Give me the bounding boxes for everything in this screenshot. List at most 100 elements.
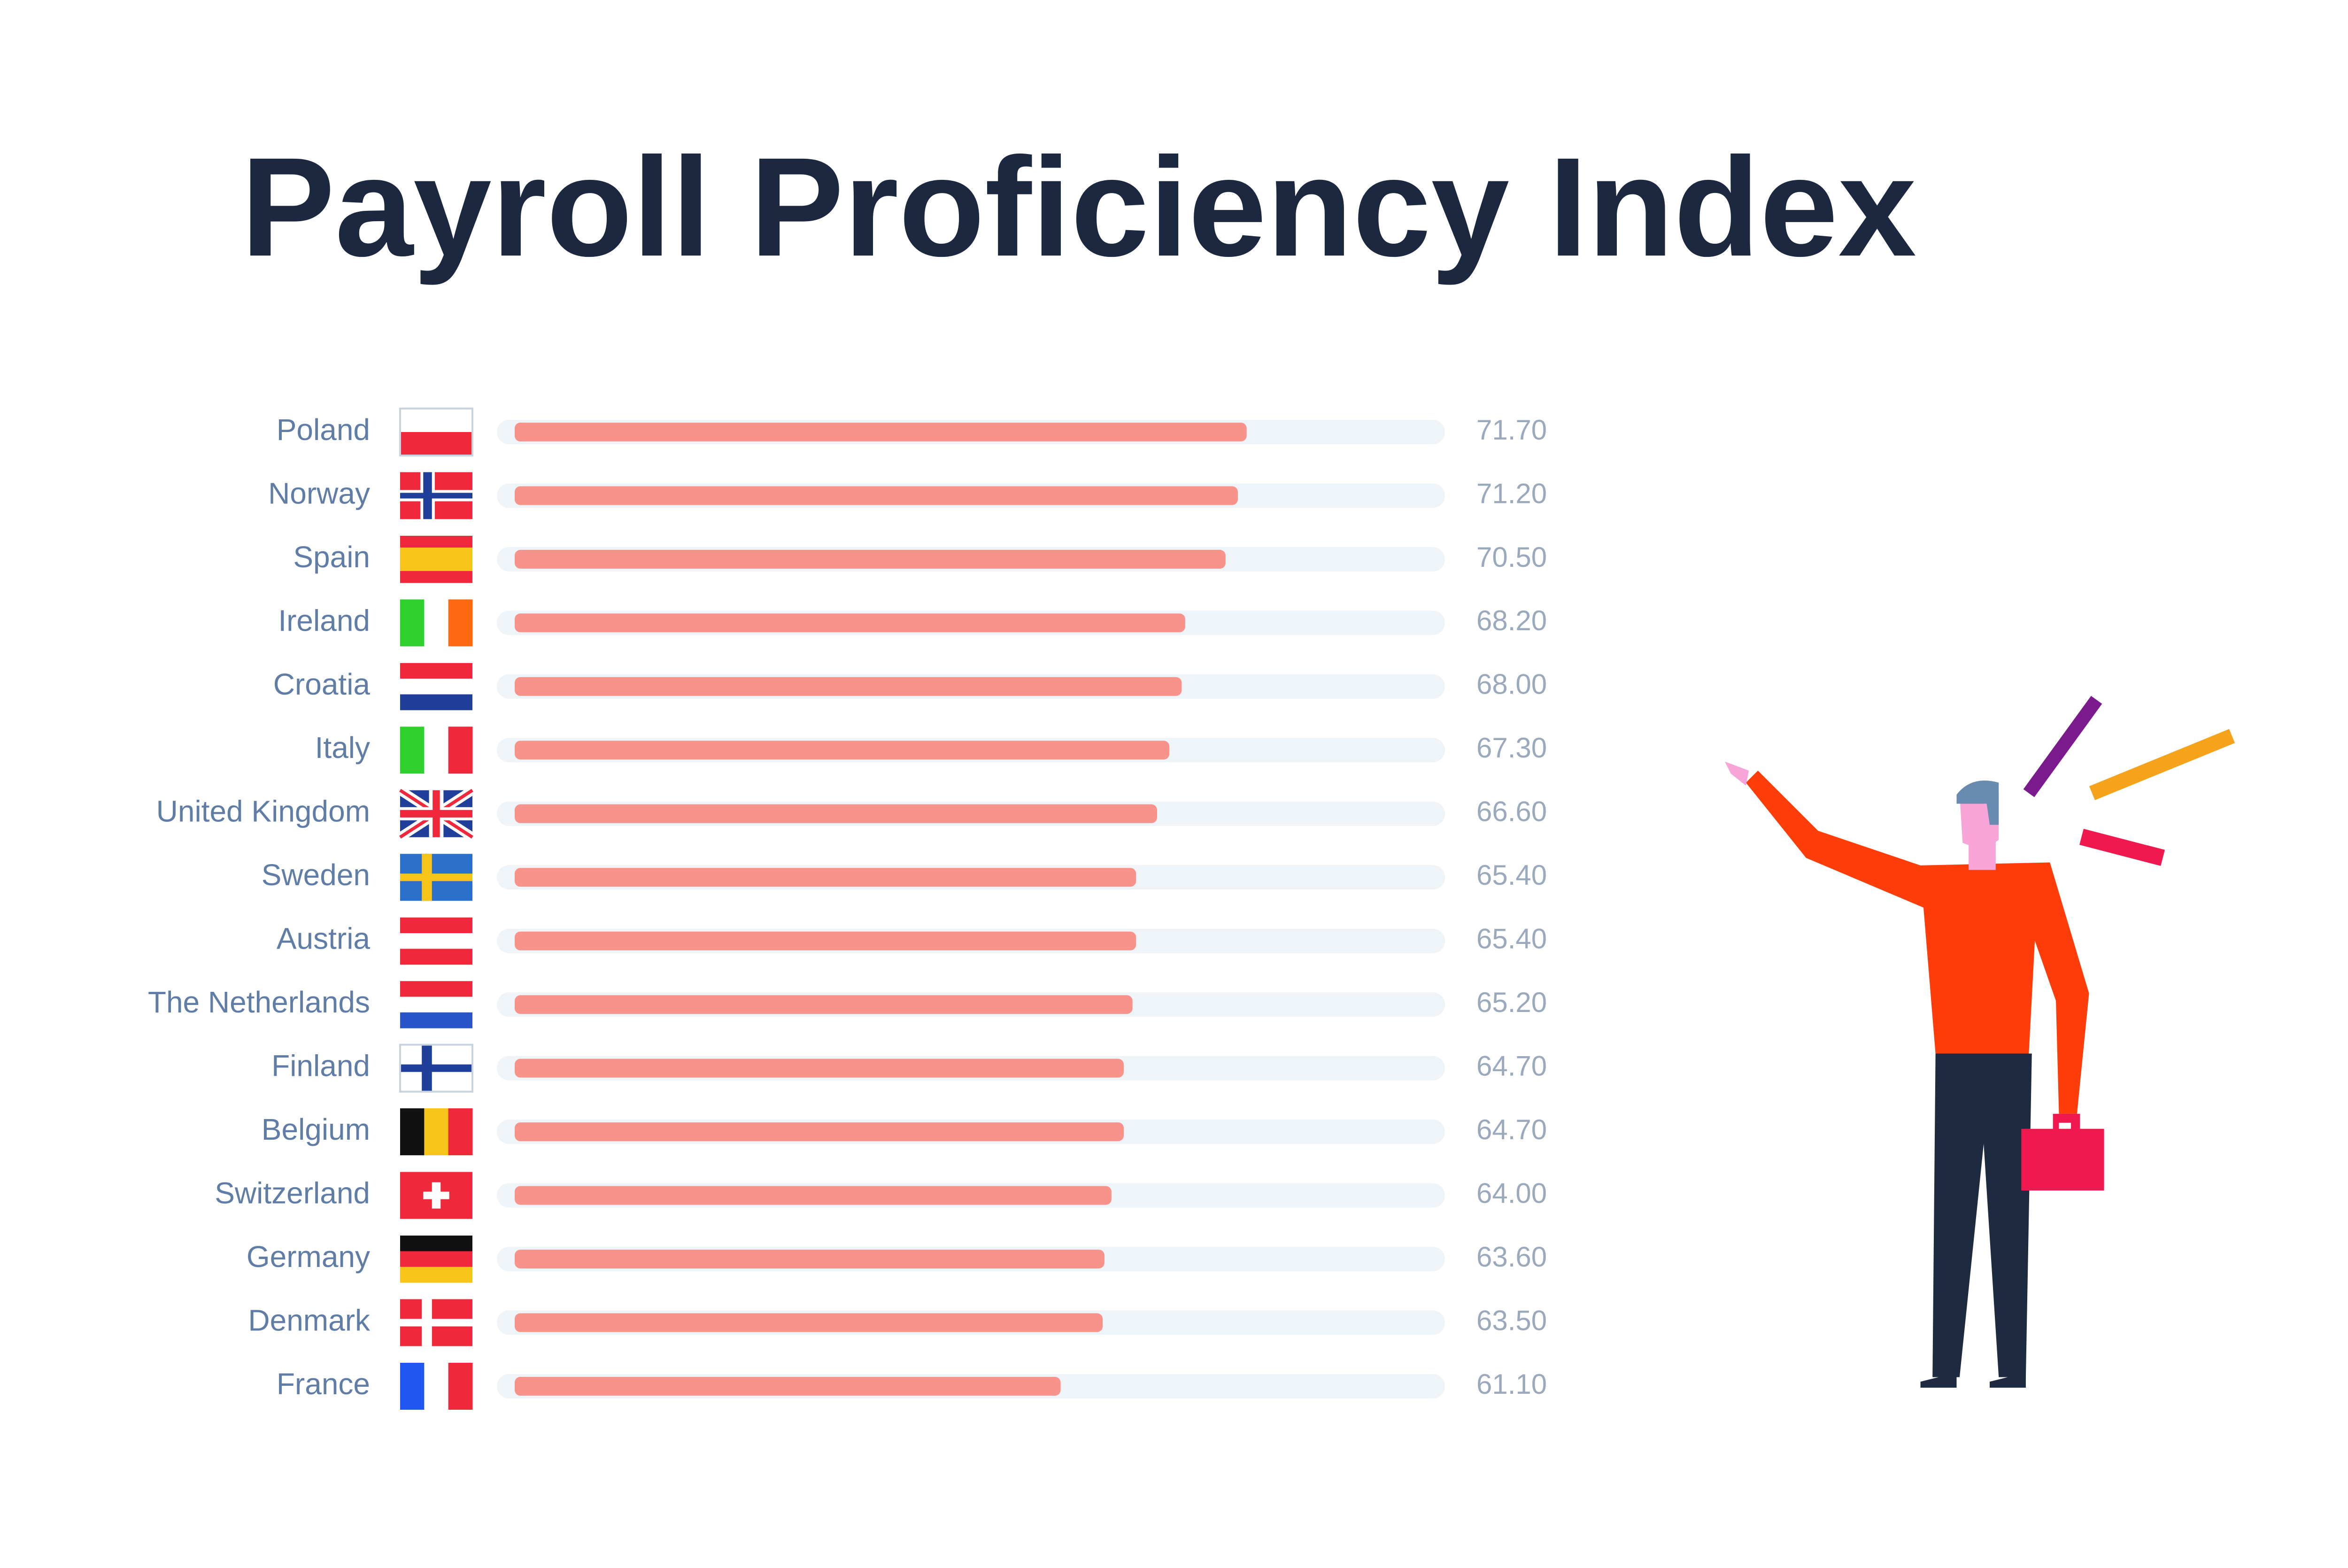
flag-part xyxy=(400,679,472,695)
flag-part xyxy=(400,1108,425,1156)
category-label: Denmark xyxy=(248,1303,371,1337)
flag-part xyxy=(448,1363,473,1410)
flag xyxy=(400,599,473,647)
flag xyxy=(400,1108,473,1156)
value-label: 68.00 xyxy=(1476,669,1547,700)
category-label: Sweden xyxy=(262,858,370,892)
bar xyxy=(515,613,1185,633)
chart-title: Payroll Proficiency Index xyxy=(241,128,1917,286)
flag-part xyxy=(400,663,472,679)
value-label: 63.50 xyxy=(1476,1305,1547,1336)
flag xyxy=(400,726,473,774)
bar xyxy=(515,804,1158,823)
value-label: 71.70 xyxy=(1476,414,1547,446)
legs xyxy=(1932,1053,2032,1377)
flag-part xyxy=(400,1251,472,1267)
flag-part xyxy=(400,873,472,881)
accent xyxy=(2089,729,2235,800)
bar xyxy=(515,741,1170,760)
flag-part xyxy=(400,432,472,456)
flag-part xyxy=(448,1108,473,1156)
flag xyxy=(400,1236,472,1283)
flag-part xyxy=(400,1012,472,1028)
flag-part xyxy=(400,1363,425,1410)
value-label: 64.00 xyxy=(1476,1177,1547,1209)
category-label: Belgium xyxy=(262,1112,370,1146)
flag-part xyxy=(400,917,472,934)
flag xyxy=(397,786,475,842)
bar xyxy=(515,1250,1104,1269)
flag-part xyxy=(400,1064,472,1072)
flag-part xyxy=(400,1319,472,1327)
flag-part xyxy=(400,559,472,572)
flag xyxy=(400,472,472,519)
category-label: Italy xyxy=(315,731,370,765)
value-label: 65.40 xyxy=(1476,859,1547,891)
flag-part xyxy=(400,599,425,647)
flag-part xyxy=(400,933,472,949)
category-label: Finland xyxy=(271,1049,370,1083)
flag xyxy=(400,1172,472,1219)
hair xyxy=(1956,780,1999,825)
flag xyxy=(400,1299,472,1346)
flag xyxy=(400,917,472,965)
flag-part xyxy=(400,981,472,997)
bar xyxy=(515,1186,1112,1205)
value-label: 67.30 xyxy=(1476,732,1547,764)
category-label: Croatia xyxy=(273,667,371,701)
flag xyxy=(400,663,472,711)
value-label: 61.10 xyxy=(1476,1368,1547,1400)
value-label: 65.20 xyxy=(1476,987,1547,1018)
flag-part xyxy=(400,535,472,548)
flag-part xyxy=(400,1236,472,1251)
bar xyxy=(515,677,1182,696)
flag-part xyxy=(400,949,472,965)
body xyxy=(1746,770,2089,1114)
bar xyxy=(515,1313,1103,1332)
flag-part xyxy=(400,493,472,499)
flag-part xyxy=(424,599,449,647)
flag-part xyxy=(400,547,472,560)
value-label: 64.70 xyxy=(1476,1114,1547,1145)
hand xyxy=(1724,761,1749,786)
value-label: 65.40 xyxy=(1476,923,1547,955)
category-label: Germany xyxy=(247,1240,370,1274)
flag-part xyxy=(448,599,473,647)
flag xyxy=(400,1363,473,1410)
flag-part xyxy=(400,694,472,711)
category-label: Ireland xyxy=(278,603,370,637)
briefcase xyxy=(2021,1128,2104,1191)
accent xyxy=(2023,695,2102,797)
flag-part xyxy=(400,571,472,583)
flag-part xyxy=(400,726,425,774)
flag-part xyxy=(400,1267,472,1283)
flag-border xyxy=(399,1043,473,1093)
bar xyxy=(515,1122,1124,1142)
flag-part xyxy=(400,996,472,1013)
shoes xyxy=(1920,1372,2026,1388)
flag-border xyxy=(399,408,473,456)
flag-part xyxy=(423,1191,449,1199)
accent xyxy=(2079,828,2165,866)
category-label: Austria xyxy=(277,922,371,956)
value-label: 64.70 xyxy=(1476,1050,1547,1082)
bar xyxy=(515,868,1136,887)
category-label: Norway xyxy=(268,476,370,510)
flag-part xyxy=(424,726,449,774)
bar xyxy=(515,1058,1124,1078)
flag xyxy=(400,535,472,583)
handle xyxy=(2053,1113,2080,1132)
category-label: Spain xyxy=(293,540,370,574)
category-label: The Netherlands xyxy=(148,985,370,1019)
flag xyxy=(399,408,473,456)
bar xyxy=(515,995,1133,1014)
category-label: France xyxy=(277,1367,370,1401)
flag xyxy=(400,854,472,901)
flag-part xyxy=(448,726,473,774)
category-label: United Kingdom xyxy=(156,795,370,828)
value-label: 71.20 xyxy=(1476,478,1547,509)
flag xyxy=(399,1043,473,1093)
flag-part xyxy=(424,1108,449,1156)
